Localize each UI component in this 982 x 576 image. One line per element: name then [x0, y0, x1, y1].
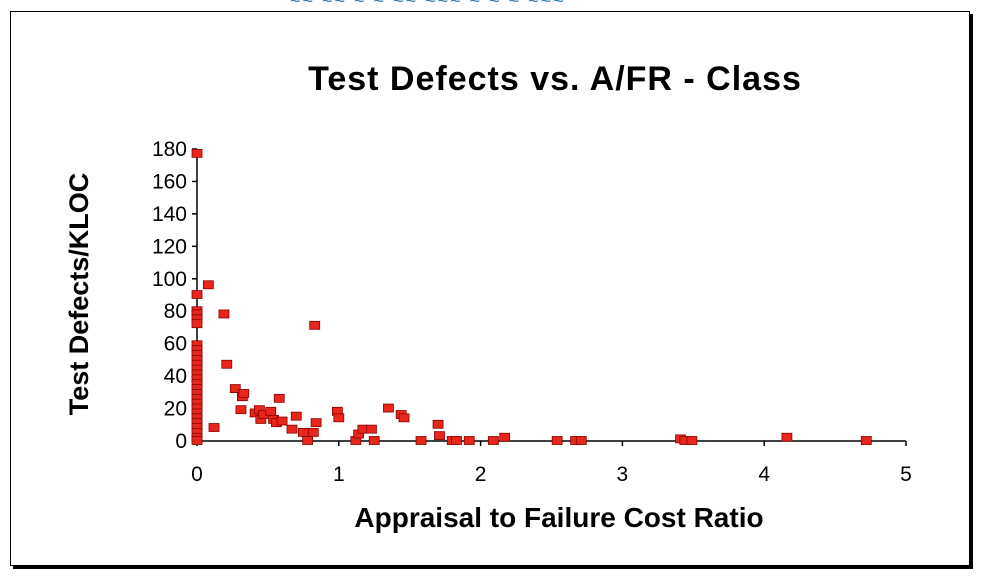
data-point [238, 389, 250, 398]
data-point [309, 320, 321, 330]
x-tick-label: 4 [758, 463, 770, 486]
y-tick-label: 160 [152, 170, 187, 193]
y-tick-label: 180 [152, 138, 187, 161]
data-point [221, 359, 233, 369]
data-point [366, 424, 377, 434]
data-point [191, 319, 203, 329]
y-tick-label: 40 [164, 365, 187, 388]
data-point [208, 423, 220, 432]
data-point [191, 436, 203, 445]
data-point [415, 436, 427, 445]
axes [196, 149, 906, 442]
x-axis-title: Appraisal to Failure Cost Ratio [354, 502, 763, 533]
data-points [191, 148, 872, 445]
y-tick-label: 100 [152, 268, 187, 291]
data-point [265, 406, 277, 416]
y-tick-label: 0 [175, 430, 187, 453]
data-point [463, 436, 475, 445]
data-point [368, 436, 380, 445]
data-point [333, 413, 345, 423]
data-point [686, 436, 698, 445]
data-point [191, 290, 203, 299]
x-tick-label: 2 [475, 463, 487, 486]
data-point [286, 424, 298, 434]
data-point [297, 427, 309, 437]
data-point [487, 436, 499, 445]
data-point [218, 309, 230, 319]
top-banner-fragment: ~~ ~~ ~ ~ ~~ ~~~ ~ ~ ~ ~~~ [290, 0, 566, 10]
y-tick-label: 60 [164, 333, 187, 356]
data-point [575, 436, 587, 445]
y-tick-label: 140 [152, 203, 187, 226]
data-point [273, 393, 285, 403]
data-point [229, 384, 241, 393]
y-tick-label: 20 [164, 398, 187, 421]
data-point [202, 280, 214, 290]
data-point [307, 427, 319, 437]
data-point [451, 436, 462, 445]
data-point [191, 148, 203, 158]
y-axis-title: Test Defects/KLOC [64, 173, 94, 416]
data-point [310, 418, 322, 428]
data-point [383, 403, 394, 413]
data-point [235, 405, 247, 415]
data-point [432, 419, 444, 429]
data-point [290, 411, 302, 421]
data-point [781, 432, 793, 442]
scatter-chart: Test Defects vs. A/FR - Class 0204060801… [64, 60, 912, 533]
x-tick-label: 0 [191, 463, 203, 486]
data-point [434, 431, 445, 441]
data-point [276, 416, 288, 426]
data-point [302, 436, 314, 445]
chart-frame: Test Defects vs. A/FR - Class 0 20 40 60 80 1… [10, 11, 970, 566]
y-tick-label: 120 [152, 235, 187, 258]
x-tick-label: 3 [617, 463, 629, 486]
data-point [860, 436, 872, 445]
x-tick-label: 5 [900, 463, 912, 486]
data-point [551, 436, 563, 445]
y-tick-label: 80 [164, 300, 187, 323]
data-point [499, 432, 511, 442]
x-tick-label: 1 [333, 463, 345, 486]
data-point [398, 413, 410, 423]
chart-title: Test Defects vs. A/FR - Class [308, 60, 802, 98]
